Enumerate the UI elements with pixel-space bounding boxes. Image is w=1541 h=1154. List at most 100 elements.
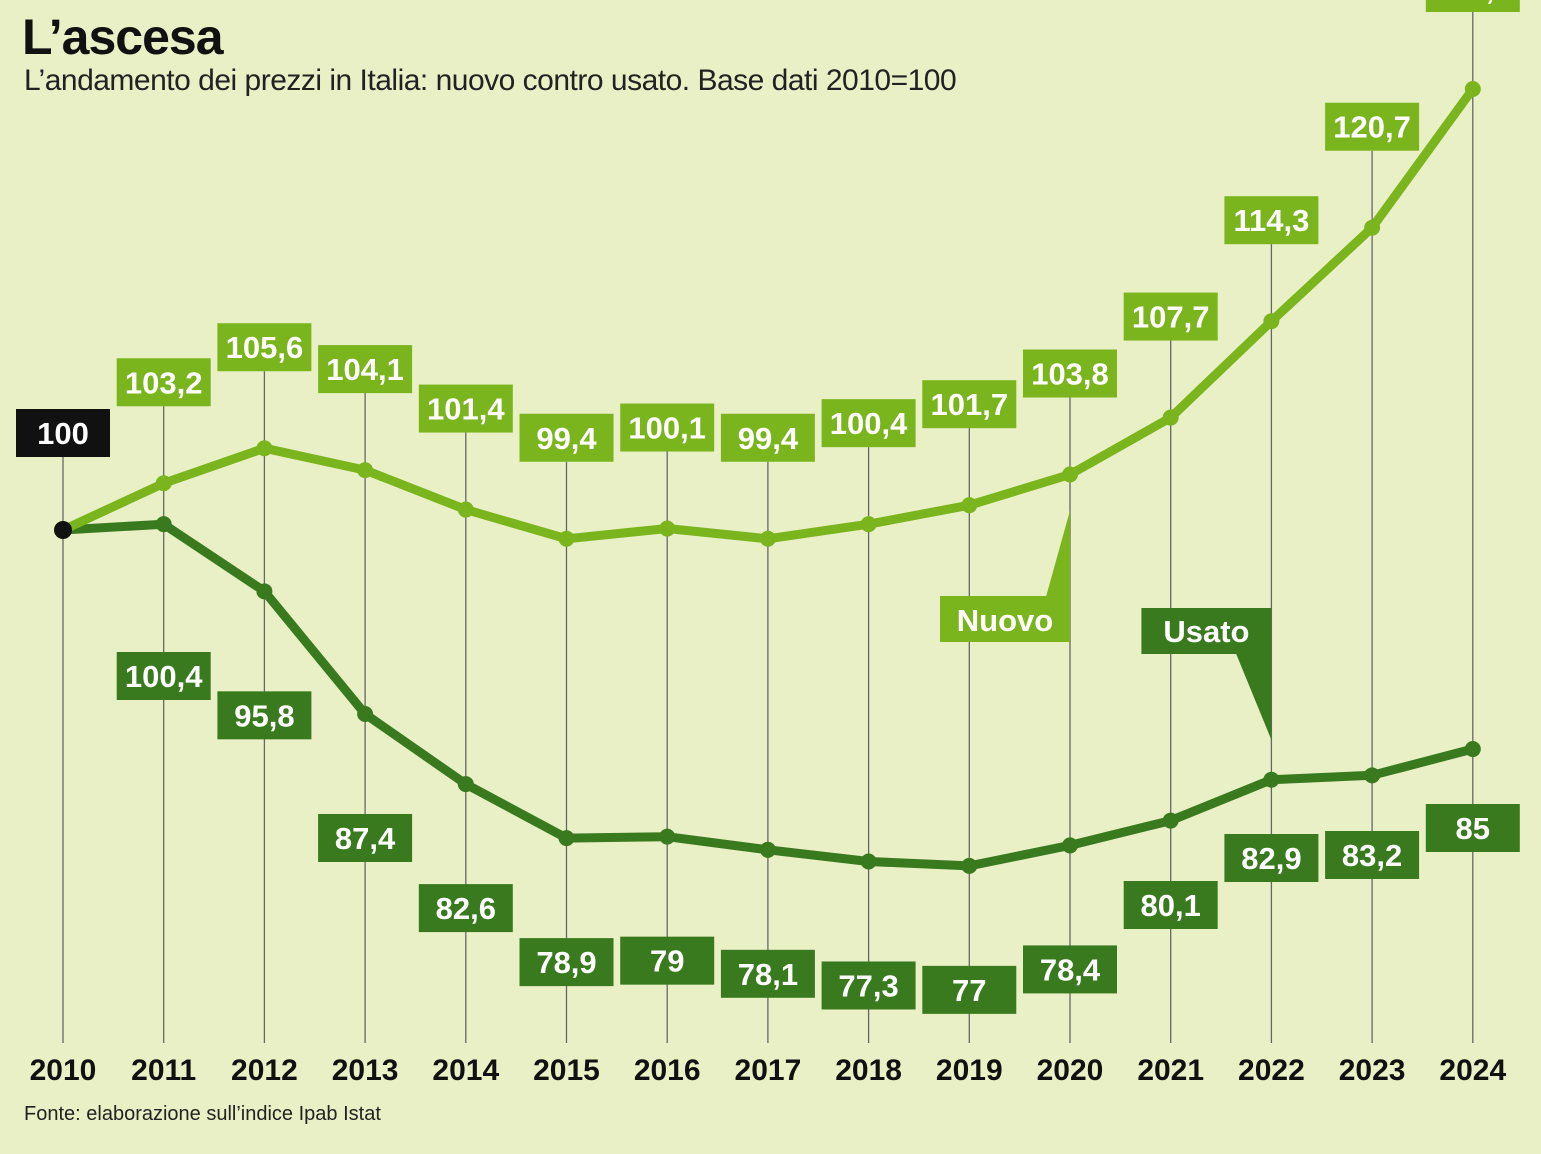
label-usato-2015: 78,9 <box>519 938 614 987</box>
x-tick-2010: 2010 <box>30 1054 97 1087</box>
point-nuovo-2017 <box>759 530 776 547</box>
label-nuovo-2015: 99,4 <box>519 413 614 462</box>
point-usato-2016 <box>659 828 676 845</box>
x-tick-2021: 2021 <box>1137 1054 1204 1087</box>
label-usato-2023-box <box>1325 831 1420 879</box>
point-base-2010 <box>54 521 72 539</box>
label-usato-2021-text: 80,1 <box>1141 888 1201 923</box>
point-nuovo-2024 <box>1464 81 1481 97</box>
x-tick-2017: 2017 <box>735 1054 802 1087</box>
point-usato-2014 <box>457 776 474 793</box>
label-usato-2019: 77 <box>922 965 1017 1014</box>
point-usato-2021 <box>1162 812 1179 829</box>
label-nuovo-2020-box <box>1023 349 1117 398</box>
label-nuovo-2020: 103,8 <box>1023 349 1117 398</box>
label-usato-2012-box <box>217 691 312 740</box>
label-nuovo-2019-text: 101,7 <box>931 387 1009 422</box>
x-tick-2020: 2020 <box>1037 1054 1104 1087</box>
x-tick-2012: 2012 <box>231 1054 298 1087</box>
point-usato-2015 <box>558 830 575 847</box>
point-nuovo-2019 <box>961 497 978 514</box>
label-usato-2011: 100,4 <box>116 652 211 700</box>
label-nuovo-2013: 104,1 <box>318 345 413 394</box>
point-usato-2020 <box>1062 837 1078 854</box>
label-usato-2014-box <box>418 884 513 933</box>
label-nuovo-2012: 105,6 <box>217 323 312 372</box>
label-usato-2023: 83,2 <box>1325 831 1420 879</box>
label-nuovo-2014-text: 101,4 <box>427 392 505 427</box>
label-nuovo-2011-box <box>116 358 211 407</box>
label-usato-2017: 78,1 <box>720 949 815 998</box>
label-nuovo-2023-box <box>1325 102 1420 151</box>
legend-label-nuovo: Nuovo <box>957 603 1053 638</box>
point-nuovo-2022 <box>1263 313 1280 330</box>
point-nuovo-2014 <box>457 501 474 518</box>
label-nuovo-2024-box <box>1425 0 1520 12</box>
label-nuovo-2013-text: 104,1 <box>326 352 404 387</box>
label-nuovo-2011-text: 103,2 <box>125 365 203 400</box>
label-usato-2024-text: 85 <box>1456 811 1490 846</box>
x-tick-2015: 2015 <box>533 1054 600 1087</box>
label-nuovo-2013-box <box>318 345 413 394</box>
label-nuovo-2018: 100,4 <box>821 399 916 448</box>
x-tick-2016: 2016 <box>634 1054 701 1087</box>
chart-title: L’ascesa <box>22 9 224 65</box>
label-nuovo-2019: 101,7 <box>922 380 1017 429</box>
point-usato-2022 <box>1263 771 1280 788</box>
label-nuovo-2018-text: 100,4 <box>830 406 908 441</box>
label-usato-2018-text: 77,3 <box>838 968 898 1003</box>
x-tick-2019: 2019 <box>936 1054 1003 1087</box>
x-tick-2024: 2024 <box>1439 1054 1506 1087</box>
label-usato-2014: 82,6 <box>418 884 513 933</box>
label-usato-2016-text: 79 <box>650 944 684 979</box>
label-usato-2016-box <box>620 936 715 985</box>
label-nuovo-2017: 99,4 <box>720 413 815 462</box>
label-nuovo-2012-box <box>217 323 312 372</box>
legend-box-usato <box>1141 608 1272 654</box>
point-usato-2013 <box>357 705 374 722</box>
x-tick-2018: 2018 <box>835 1054 902 1087</box>
label-nuovo-2021-text: 107,7 <box>1132 300 1210 335</box>
x-tick-2013: 2013 <box>332 1054 399 1087</box>
label-nuovo-2023-text: 120,7 <box>1333 110 1411 145</box>
label-usato-2013: 87,4 <box>318 813 413 862</box>
label-nuovo-2012-text: 105,6 <box>226 330 304 365</box>
label-usato-2017-box <box>720 949 815 998</box>
legend-label-usato: Usato <box>1163 614 1249 649</box>
label-usato-2019-box <box>922 965 1017 1014</box>
label-usato-2022-box <box>1224 834 1319 882</box>
label-nuovo-2020-text: 103,8 <box>1031 357 1109 392</box>
label-nuovo-2015-box <box>519 413 614 462</box>
x-tick-2022: 2022 <box>1238 1054 1305 1087</box>
x-tick-2023: 2023 <box>1339 1054 1406 1087</box>
label-nuovo-2016: 100,1 <box>620 403 715 452</box>
label-nuovo-2022-box <box>1224 196 1319 245</box>
label-nuovo-2018-box <box>821 399 916 448</box>
label-nuovo-2024-text: 130,2 <box>1434 0 1512 6</box>
point-nuovo-2018 <box>860 516 877 533</box>
label-usato-2014-text: 82,6 <box>436 891 496 926</box>
label-nuovo-2021-box <box>1123 292 1218 341</box>
label-usato-2021-box <box>1123 881 1218 929</box>
label-usato-2019-text: 77 <box>952 973 986 1008</box>
label-usato-2021: 80,1 <box>1123 881 1218 929</box>
point-nuovo-2021 <box>1162 409 1179 426</box>
label-nuovo-2024: 130,2 <box>1425 0 1520 12</box>
point-nuovo-2012 <box>256 440 273 457</box>
label-base-2010-box <box>16 409 110 457</box>
legend-pointer-usato <box>1235 652 1272 740</box>
point-usato-2019 <box>961 857 978 874</box>
label-usato-2018: 77,3 <box>821 961 916 1010</box>
label-nuovo-2021: 107,7 <box>1123 292 1218 341</box>
label-usato-2020-box <box>1023 945 1117 994</box>
label-usato-2022: 82,9 <box>1224 834 1319 882</box>
point-usato-2012 <box>256 583 273 600</box>
point-nuovo-2016 <box>659 520 676 537</box>
label-nuovo-2014: 101,4 <box>418 384 513 433</box>
label-usato-2023-text: 83,2 <box>1342 838 1402 873</box>
point-nuovo-2013 <box>357 462 374 479</box>
label-nuovo-2019-box <box>922 380 1017 429</box>
x-tick-2014: 2014 <box>432 1054 499 1087</box>
label-usato-2012: 95,8 <box>217 691 312 740</box>
